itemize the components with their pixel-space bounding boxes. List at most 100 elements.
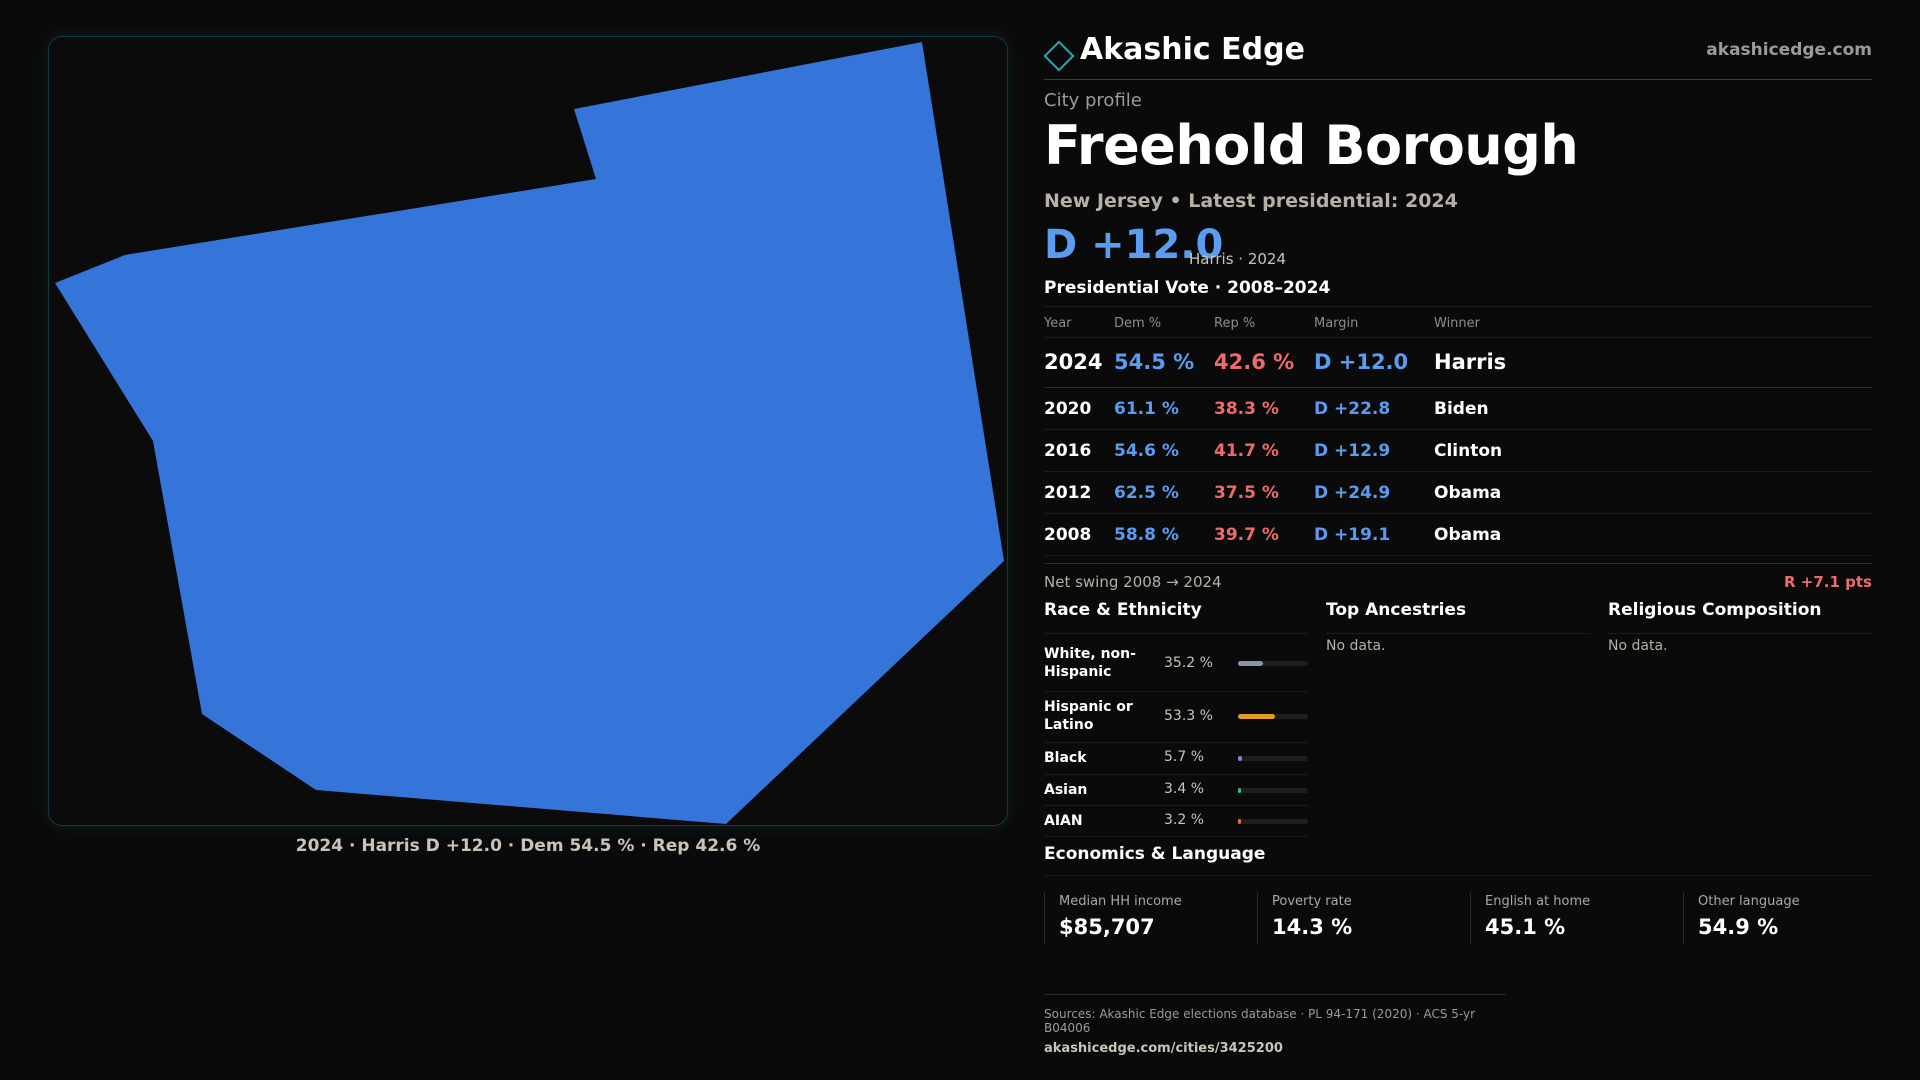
race-label: Asian [1044, 782, 1088, 798]
race-pct: 53.3 % [1164, 708, 1213, 724]
col-dem: Dem % [1114, 316, 1162, 331]
econ-card-income: Median HH income $85,707 [1044, 892, 1244, 944]
cell-winner: Obama [1434, 525, 1502, 545]
cell-year: 2008 [1044, 525, 1092, 545]
net-swing-label: Net swing 2008 → 2024 [1044, 573, 1222, 591]
econ-label: English at home [1485, 894, 1591, 909]
table-row: 2024 54.5 % 42.6 % D +12.0 Harris [1044, 338, 1872, 388]
headline-margin-sub: Harris · 2024 [1189, 250, 1287, 268]
race-bar-track [1238, 756, 1308, 761]
race-pct: 3.4 % [1164, 781, 1205, 797]
profile-panel: Akashic Edge akashicedge.com City profil… [1043, 0, 1872, 1080]
table-row: 2016 54.6 % 41.7 % D +12.9 Clinton [1044, 430, 1872, 472]
cell-margin: D +24.9 [1314, 483, 1391, 503]
cell-dem: 58.8 % [1114, 525, 1179, 545]
race-bar-track [1238, 661, 1308, 666]
ancestries-section-title: Top Ancestries [1326, 600, 1467, 620]
race-bar-track [1238, 714, 1308, 719]
vote-table: Year Dem % Rep % Margin Winner 2024 54.5… [1044, 306, 1872, 556]
cell-winner: Biden [1434, 399, 1489, 419]
econ-value: 14.3 % [1272, 915, 1353, 939]
religion-section-header: Religious Composition [1608, 600, 1872, 634]
econ-label: Other language [1698, 894, 1800, 909]
cell-dem: 54.6 % [1114, 441, 1179, 461]
econ-label: Poverty rate [1272, 894, 1352, 909]
sources-url-link[interactable]: akashicedge.com/cities/3425200 [1044, 1041, 1283, 1056]
cell-margin: D +19.1 [1314, 525, 1391, 545]
brand-name: Akashic Edge [1080, 32, 1305, 67]
economics-section-header: Economics & Language [1044, 844, 1872, 876]
race-section-title: Race & Ethnicity [1044, 600, 1202, 620]
cell-dem: 61.1 % [1114, 399, 1179, 419]
econ-value: 54.9 % [1698, 915, 1779, 939]
cell-dem: 62.5 % [1114, 483, 1179, 503]
race-label: Black [1044, 750, 1087, 766]
list-item: White, non-Hispanic 35.2 % [1044, 634, 1308, 692]
cell-winner: Harris [1434, 350, 1507, 374]
list-item: Hispanic or Latino 53.3 % [1044, 692, 1308, 743]
page-kicker: City profile [1044, 90, 1142, 111]
econ-label: Median HH income [1059, 894, 1182, 909]
cell-rep: 42.6 % [1214, 350, 1295, 374]
race-bar-track [1238, 819, 1308, 824]
race-pct: 3.2 % [1164, 812, 1205, 828]
cell-margin: D +12.9 [1314, 441, 1391, 461]
race-label: Hispanic or Latino [1044, 699, 1133, 733]
religion-empty: No data. [1608, 638, 1668, 654]
race-bar-fill [1238, 788, 1241, 793]
net-swing-row: Net swing 2008 → 2024 R +7.1 pts [1044, 563, 1872, 597]
net-swing-value: R +7.1 pts [1784, 573, 1872, 591]
race-list: White, non-Hispanic 35.2 % Hispanic or L… [1044, 634, 1308, 837]
race-bar-fill [1238, 756, 1242, 761]
econ-card-poverty: Poverty rate 14.3 % [1257, 892, 1457, 944]
cell-rep: 37.5 % [1214, 483, 1279, 503]
cell-year: 2024 [1044, 350, 1103, 374]
cell-year: 2012 [1044, 483, 1092, 503]
race-bar-fill [1238, 714, 1276, 719]
race-bar-track [1238, 788, 1308, 793]
table-row: 2008 58.8 % 39.7 % D +19.1 Obama [1044, 514, 1872, 556]
ancestries-section-header: Top Ancestries [1326, 600, 1590, 634]
table-row: 2020 61.1 % 38.3 % D +22.8 Biden [1044, 388, 1872, 430]
cell-winner: Obama [1434, 483, 1502, 503]
city-boundary-map[interactable] [49, 37, 1008, 826]
ancestries-empty: No data. [1326, 638, 1386, 654]
econ-value: 45.1 % [1485, 915, 1566, 939]
diamond-logo-icon [1043, 40, 1075, 72]
race-pct: 35.2 % [1164, 655, 1213, 671]
cell-dem: 54.5 % [1114, 350, 1195, 374]
econ-card-other-language: Other language 54.9 % [1683, 892, 1883, 944]
brand-url-link[interactable]: akashicedge.com [1706, 40, 1872, 60]
race-bar-fill [1238, 819, 1241, 824]
map-panel[interactable] [48, 36, 1008, 826]
cell-rep: 39.7 % [1214, 525, 1279, 545]
race-label: White, non-Hispanic [1044, 646, 1136, 680]
vote-section-title: Presidential Vote · 2008–2024 [1044, 278, 1331, 298]
cell-winner: Clinton [1434, 441, 1503, 461]
sources-text: Sources: Akashic Edge elections database… [1044, 1007, 1476, 1035]
col-winner: Winner [1434, 316, 1481, 331]
economics-section-title: Economics & Language [1044, 844, 1266, 864]
race-pct: 5.7 % [1164, 749, 1205, 765]
page-title: Freehold Borough [1044, 114, 1579, 177]
cell-rep: 38.3 % [1214, 399, 1279, 419]
econ-card-english: English at home 45.1 % [1470, 892, 1670, 944]
table-row: 2012 62.5 % 37.5 % D +24.9 Obama [1044, 472, 1872, 514]
cell-margin: D +22.8 [1314, 399, 1391, 419]
race-label: AIAN [1044, 813, 1083, 829]
religion-section-title: Religious Composition [1608, 600, 1822, 620]
race-bar-fill [1238, 661, 1263, 666]
col-rep: Rep % [1214, 316, 1256, 331]
headline-margin: D +12.0 [1044, 222, 1224, 268]
vote-table-header: Year Dem % Rep % Margin Winner [1044, 306, 1872, 338]
page-subtitle: New Jersey • Latest presidential: 2024 [1044, 190, 1458, 212]
econ-value: $85,707 [1059, 915, 1155, 939]
map-caption: 2024 · Harris D +12.0 · Dem 54.5 % · Rep… [295, 836, 761, 856]
list-item: Black 5.7 % [1044, 743, 1308, 775]
city-boundary-shape[interactable] [55, 42, 1004, 824]
cell-margin: D +12.0 [1314, 350, 1409, 374]
cell-year: 2020 [1044, 399, 1092, 419]
cell-year: 2016 [1044, 441, 1092, 461]
col-year: Year [1044, 316, 1072, 331]
race-section-header: Race & Ethnicity [1044, 600, 1308, 634]
